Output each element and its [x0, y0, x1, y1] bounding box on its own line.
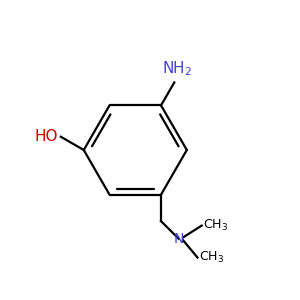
- Text: CH$_3$: CH$_3$: [203, 218, 228, 233]
- Text: N: N: [174, 232, 184, 246]
- Text: HO: HO: [34, 129, 58, 144]
- Text: CH$_3$: CH$_3$: [199, 250, 224, 265]
- Text: NH$_2$: NH$_2$: [162, 59, 192, 78]
